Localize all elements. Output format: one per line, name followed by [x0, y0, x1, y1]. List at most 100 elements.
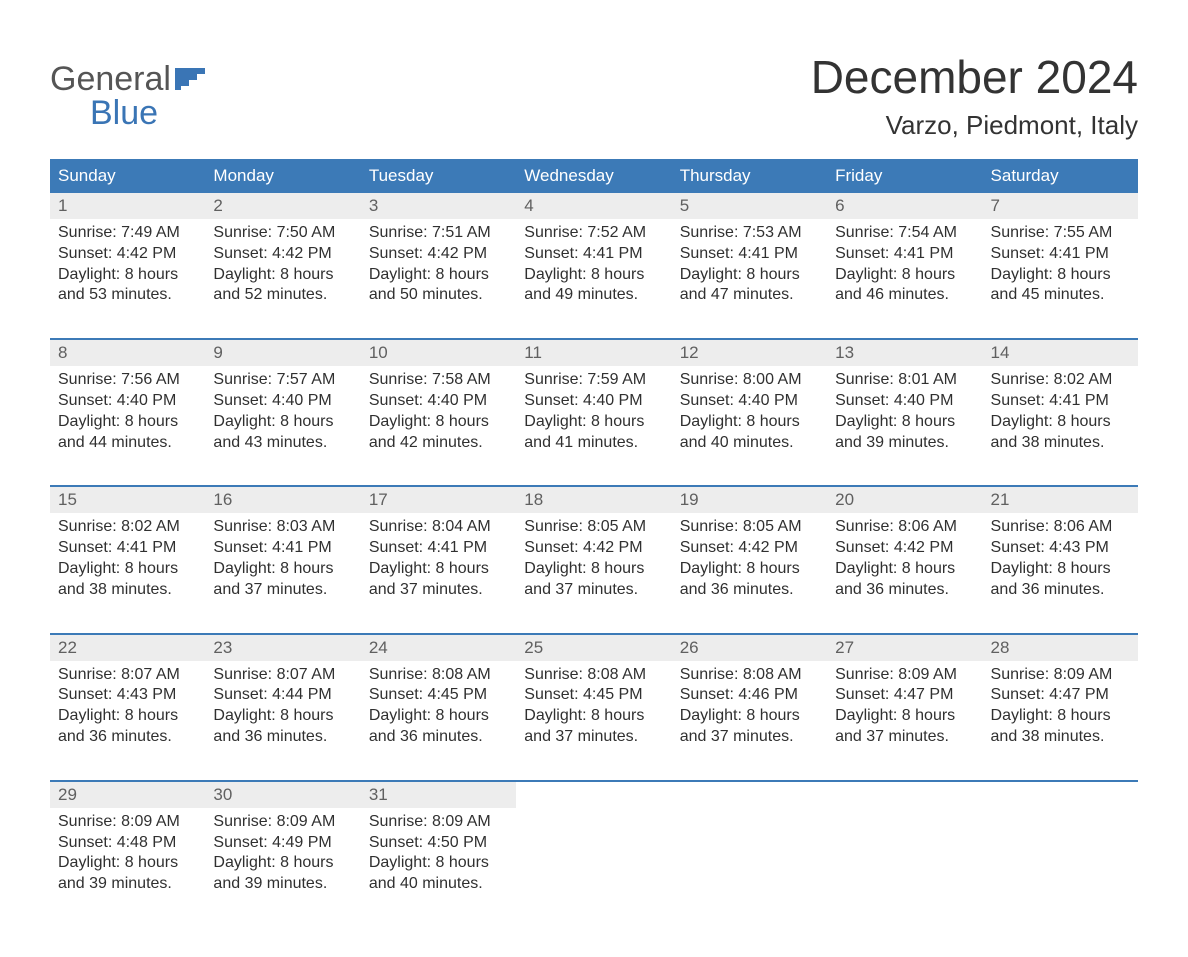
- sunrise: Sunrise: 8:09 AM: [58, 813, 180, 830]
- daylight-l2: and 36 minutes.: [835, 581, 949, 598]
- sunset: Sunset: 4:42 PM: [835, 539, 953, 556]
- day-cell: Sunrise: 8:03 AMSunset: 4:41 PMDaylight:…: [205, 513, 360, 633]
- week4-content: Sunrise: 8:07 AM Sunset: 4:43 PM Daylight:…: [50, 661, 1138, 781]
- daylight-l2: and 37 minutes.: [369, 581, 483, 598]
- daylight-l1: Daylight: 8 hours: [58, 413, 178, 430]
- sunrise: Sunrise: 7:56 AM: [58, 371, 180, 388]
- sunrise: Sunrise: 8:05 AM: [524, 518, 646, 535]
- sunset: Sunset: 4:48 PM: [58, 834, 176, 851]
- week5-daynums: 29 30 31: [50, 782, 1138, 808]
- day-number: 27: [827, 635, 982, 661]
- day-number: 6: [827, 193, 982, 219]
- daylight-l2: and 49 minutes.: [524, 286, 638, 303]
- sunrise: Sunrise: 8:07 AM: [58, 666, 180, 683]
- day-number: 15: [50, 487, 205, 513]
- daylight-l1: Daylight: 8 hours: [991, 560, 1111, 577]
- sunrise: Sunrise: 7:55 AM: [991, 224, 1113, 241]
- calendar-table: Sunday Monday Tuesday Wednesday Thursday…: [50, 159, 1138, 927]
- daylight-l1: Daylight: 8 hours: [524, 560, 644, 577]
- sunrise: Sunrise: 8:03 AM: [213, 518, 335, 535]
- daylight-l2: and 39 minutes.: [213, 875, 327, 892]
- sunrise: Sunrise: 8:08 AM: [524, 666, 646, 683]
- sunrise: Sunrise: 8:05 AM: [680, 518, 802, 535]
- sunrise: Sunrise: 8:02 AM: [58, 518, 180, 535]
- day-number: 17: [361, 487, 516, 513]
- sunset: Sunset: 4:45 PM: [369, 686, 487, 703]
- daylight-l2: and 36 minutes.: [213, 728, 327, 745]
- sunset: Sunset: 4:41 PM: [991, 392, 1109, 409]
- sunset: Sunset: 4:40 PM: [58, 392, 176, 409]
- daylight-l1: Daylight: 8 hours: [213, 854, 333, 871]
- sunrise: Sunrise: 8:00 AM: [680, 371, 802, 388]
- daylight-l1: Daylight: 8 hours: [58, 707, 178, 724]
- day-number: 28: [983, 635, 1138, 661]
- sunrise: Sunrise: 8:07 AM: [213, 666, 335, 683]
- week3-content: Sunrise: 8:02 AM Sunset: 4:41 PM Daylight:…: [50, 513, 1138, 633]
- dow-tuesday: Tuesday: [361, 159, 516, 193]
- sunset: Sunset: 4:41 PM: [680, 245, 798, 262]
- day-cell: Sunrise: 7:55 AMSunset: 4:41 PMDaylight:…: [983, 219, 1138, 339]
- daylight-l2: and 37 minutes.: [524, 581, 638, 598]
- sunrise: Sunrise: 7:53 AM: [680, 224, 802, 241]
- day-number: 31: [361, 782, 516, 808]
- daylight-l2: and 41 minutes.: [524, 434, 638, 451]
- daylight-l1: Daylight: 8 hours: [213, 266, 333, 283]
- daylight-l1: Daylight: 8 hours: [680, 560, 800, 577]
- sunrise: Sunrise: 7:57 AM: [213, 371, 335, 388]
- sunset: Sunset: 4:41 PM: [213, 539, 331, 556]
- daylight-l2: and 46 minutes.: [835, 286, 949, 303]
- daylight-l1: Daylight: 8 hours: [369, 266, 489, 283]
- sunset: Sunset: 4:42 PM: [524, 539, 642, 556]
- daylight-l1: Daylight: 8 hours: [991, 266, 1111, 283]
- daylight-l1: Daylight: 8 hours: [213, 413, 333, 430]
- day-number: 20: [827, 487, 982, 513]
- daylight-l1: Daylight: 8 hours: [835, 560, 955, 577]
- daylight-l2: and 37 minutes.: [213, 581, 327, 598]
- week2-daynums: 8 9 10 11 12 13 14: [50, 340, 1138, 366]
- sunrise: Sunrise: 8:01 AM: [835, 371, 957, 388]
- day-number: 23: [205, 635, 360, 661]
- day-number: 4: [516, 193, 671, 219]
- daylight-l2: and 37 minutes.: [680, 728, 794, 745]
- daylight-l2: and 45 minutes.: [991, 286, 1105, 303]
- day-number: 8: [50, 340, 205, 366]
- day-cell: Sunrise: 7:49 AMSunset: 4:42 PMDaylight:…: [50, 219, 205, 339]
- sunrise: Sunrise: 8:04 AM: [369, 518, 491, 535]
- daylight-l2: and 36 minutes.: [680, 581, 794, 598]
- brand-word1: General: [50, 62, 171, 96]
- day-number: 19: [672, 487, 827, 513]
- daylight-l2: and 50 minutes.: [369, 286, 483, 303]
- daylight-l1: Daylight: 8 hours: [835, 413, 955, 430]
- day-cell: Sunrise: 8:06 AMSunset: 4:42 PMDaylight:…: [827, 513, 982, 633]
- sunset: Sunset: 4:41 PM: [58, 539, 176, 556]
- daylight-l1: Daylight: 8 hours: [58, 266, 178, 283]
- day-cell: Sunrise: 8:02 AMSunset: 4:41 PMDaylight:…: [983, 366, 1138, 486]
- daylight-l2: and 40 minutes.: [369, 875, 483, 892]
- daylight-l2: and 43 minutes.: [213, 434, 327, 451]
- dow-thursday: Thursday: [672, 159, 827, 193]
- daylight-l2: and 36 minutes.: [58, 728, 172, 745]
- day-cell-empty: [516, 808, 671, 927]
- daylight-l1: Daylight: 8 hours: [524, 707, 644, 724]
- day-number: 5: [672, 193, 827, 219]
- daylight-l1: Daylight: 8 hours: [58, 560, 178, 577]
- day-cell: Sunrise: 7:57 AMSunset: 4:40 PMDaylight:…: [205, 366, 360, 486]
- daylight-l2: and 38 minutes.: [991, 728, 1105, 745]
- day-cell: Sunrise: 8:00 AMSunset: 4:40 PMDaylight:…: [672, 366, 827, 486]
- sunset: Sunset: 4:42 PM: [680, 539, 798, 556]
- week3-daynums: 15 16 17 18 19 20 21: [50, 487, 1138, 513]
- sunset: Sunset: 4:40 PM: [680, 392, 798, 409]
- day-cell: Sunrise: 8:05 AM Sunset: 4:42 PM Daylight:…: [516, 513, 671, 633]
- sunset: Sunset: 4:49 PM: [213, 834, 331, 851]
- daylight-l2: and 37 minutes.: [835, 728, 949, 745]
- day-cell: Sunrise: 7:53 AMSunset: 4:41 PMDaylight:…: [672, 219, 827, 339]
- day-number: 11: [516, 340, 671, 366]
- sunset: Sunset: 4:45 PM: [524, 686, 642, 703]
- brand-logo: General Blue: [50, 62, 205, 130]
- day-number: 30: [205, 782, 360, 808]
- brand-flag-icon: [175, 62, 205, 96]
- daylight-l1: Daylight: 8 hours: [524, 266, 644, 283]
- sunset: Sunset: 4:43 PM: [58, 686, 176, 703]
- sunrise: Sunrise: 7:49 AM: [58, 224, 180, 241]
- day-cell: Sunrise: 7:58 AMSunset: 4:40 PMDaylight:…: [361, 366, 516, 486]
